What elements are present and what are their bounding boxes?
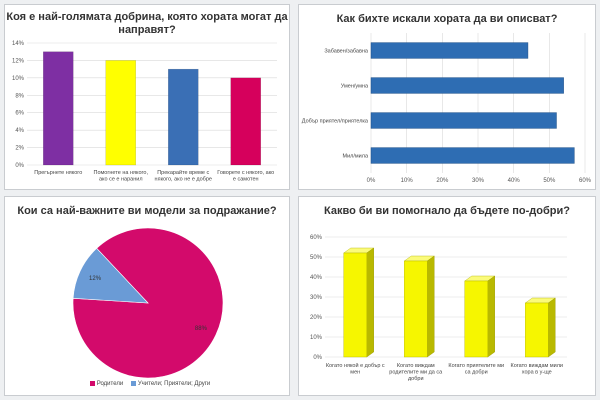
x-tick-label: 60% xyxy=(579,178,592,184)
bar-side xyxy=(487,275,495,358)
x-tick-label: Помогнете на някого, ако се е наранил xyxy=(94,170,149,183)
chart-panel-role-models: Кои са най-важните ви модели за подражан… xyxy=(4,196,290,396)
y-tick-label: 0% xyxy=(313,355,322,361)
y-tick-label: 12% xyxy=(12,58,25,64)
x-tick-label: 30% xyxy=(472,178,485,184)
x-tick-label: 0% xyxy=(367,178,376,184)
x-tick-label: Когато приятелите ми са добри xyxy=(448,363,504,376)
bar xyxy=(464,280,488,358)
y-tick-label: Умен/умна xyxy=(341,84,369,90)
chart-panel-improvement: Какво би ви помогнало да бъдете по-добри… xyxy=(298,196,596,396)
bar xyxy=(404,260,428,358)
chart-title: Кои са най-важните ви модели за подражан… xyxy=(17,205,277,217)
chart-panel-description: Как бихте искали хората да ви описват? 0… xyxy=(298,4,596,190)
pie-slice xyxy=(72,247,149,304)
y-tick-label: 40% xyxy=(310,275,323,281)
y-tick-label: 10% xyxy=(12,76,25,82)
x-tick-label: 20% xyxy=(436,178,449,184)
bar-chart-kindness: 0% 2% 4% 6% 8% 10% 12% 14% Прегърнете някого Помо… xyxy=(12,41,277,183)
bar-side xyxy=(427,255,435,358)
pie-legend: Родители Учители; Приятели; Други xyxy=(5,381,289,387)
bar xyxy=(105,60,136,166)
x-tick-label: 40% xyxy=(508,178,521,184)
bar xyxy=(168,68,199,166)
bar xyxy=(230,77,261,166)
y-tick-label: 20% xyxy=(310,315,323,321)
x-tick-label: Когато виждам мили хора в у-ще xyxy=(510,363,563,376)
bar xyxy=(525,302,549,358)
bar xyxy=(43,51,74,166)
bar3d-chart-improvement: 0% 10% 20% 30% 40% 50% 60% Когато някой е добър… xyxy=(310,235,567,382)
x-tick-label: Прекарайте време с някого, ако не е добре xyxy=(155,169,212,183)
bar-side xyxy=(548,297,556,358)
legend-label: Родители xyxy=(96,381,124,388)
y-tick-label: 6% xyxy=(15,111,24,117)
y-tick-label: Забавен/забавна xyxy=(324,49,369,55)
data-label: 12% xyxy=(89,276,102,282)
y-tick-label: 4% xyxy=(15,128,24,134)
bar xyxy=(343,252,367,358)
x-tick-label: Говорете с някого, ако е самотен xyxy=(217,170,274,183)
bar xyxy=(370,112,557,129)
legend-label: Учители; Приятели; Други xyxy=(137,381,211,388)
bar xyxy=(370,42,529,59)
y-tick-label: 50% xyxy=(310,255,323,261)
y-tick-label: 8% xyxy=(15,93,24,99)
x-tick-label: 10% xyxy=(401,178,414,184)
y-tick-label: 60% xyxy=(310,235,323,241)
x-tick-label: 50% xyxy=(543,178,556,184)
y-tick-label: 0% xyxy=(15,163,24,169)
y-tick-label: 10% xyxy=(310,335,323,341)
chart-title: Какво би ви помогнало да бъдете по-добри… xyxy=(323,205,570,217)
chart-panel-kindness: Коя е най-голямата добрина, която хората… xyxy=(4,4,290,190)
legend-swatch xyxy=(130,381,136,386)
chart-title: Коя е най-голямата добрина, която хората… xyxy=(6,11,288,36)
bar-side xyxy=(366,247,374,358)
x-tick-label: Прегърнете някого xyxy=(34,170,82,176)
bar xyxy=(370,147,575,164)
bar xyxy=(370,77,564,94)
hbar-chart-description: 0% 10% 20% 30% 40% 50% 60% Забавен/забавна Умен/… xyxy=(302,33,592,184)
data-label: 88% xyxy=(195,326,208,332)
y-tick-label: 2% xyxy=(15,146,24,152)
y-tick-label: 14% xyxy=(12,41,25,47)
y-tick-label: Мил/мила xyxy=(342,154,368,160)
y-tick-label: Добър приятел/приятелка xyxy=(302,119,369,125)
chart-title: Как бихте искали хората да ви описват? xyxy=(336,13,558,25)
legend-swatch xyxy=(89,381,95,386)
x-tick-label: Когато някой е добър с мен xyxy=(326,362,385,376)
y-tick-label: 30% xyxy=(310,295,323,301)
x-tick-label: Когато виждам родителите ми да са добри xyxy=(389,363,443,382)
pie-slice xyxy=(72,227,224,379)
pie-chart-role-models: 88% 12% xyxy=(72,227,224,379)
